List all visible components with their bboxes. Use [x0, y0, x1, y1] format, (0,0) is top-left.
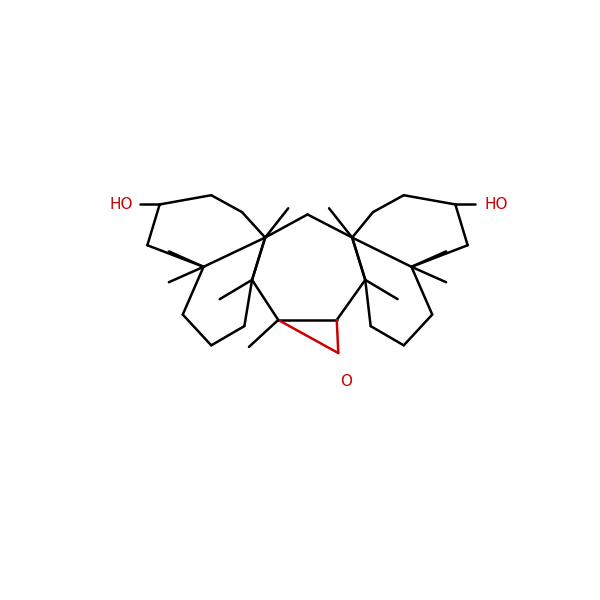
- Text: HO: HO: [484, 197, 508, 212]
- Text: HO: HO: [109, 197, 133, 212]
- Text: O: O: [340, 374, 352, 389]
